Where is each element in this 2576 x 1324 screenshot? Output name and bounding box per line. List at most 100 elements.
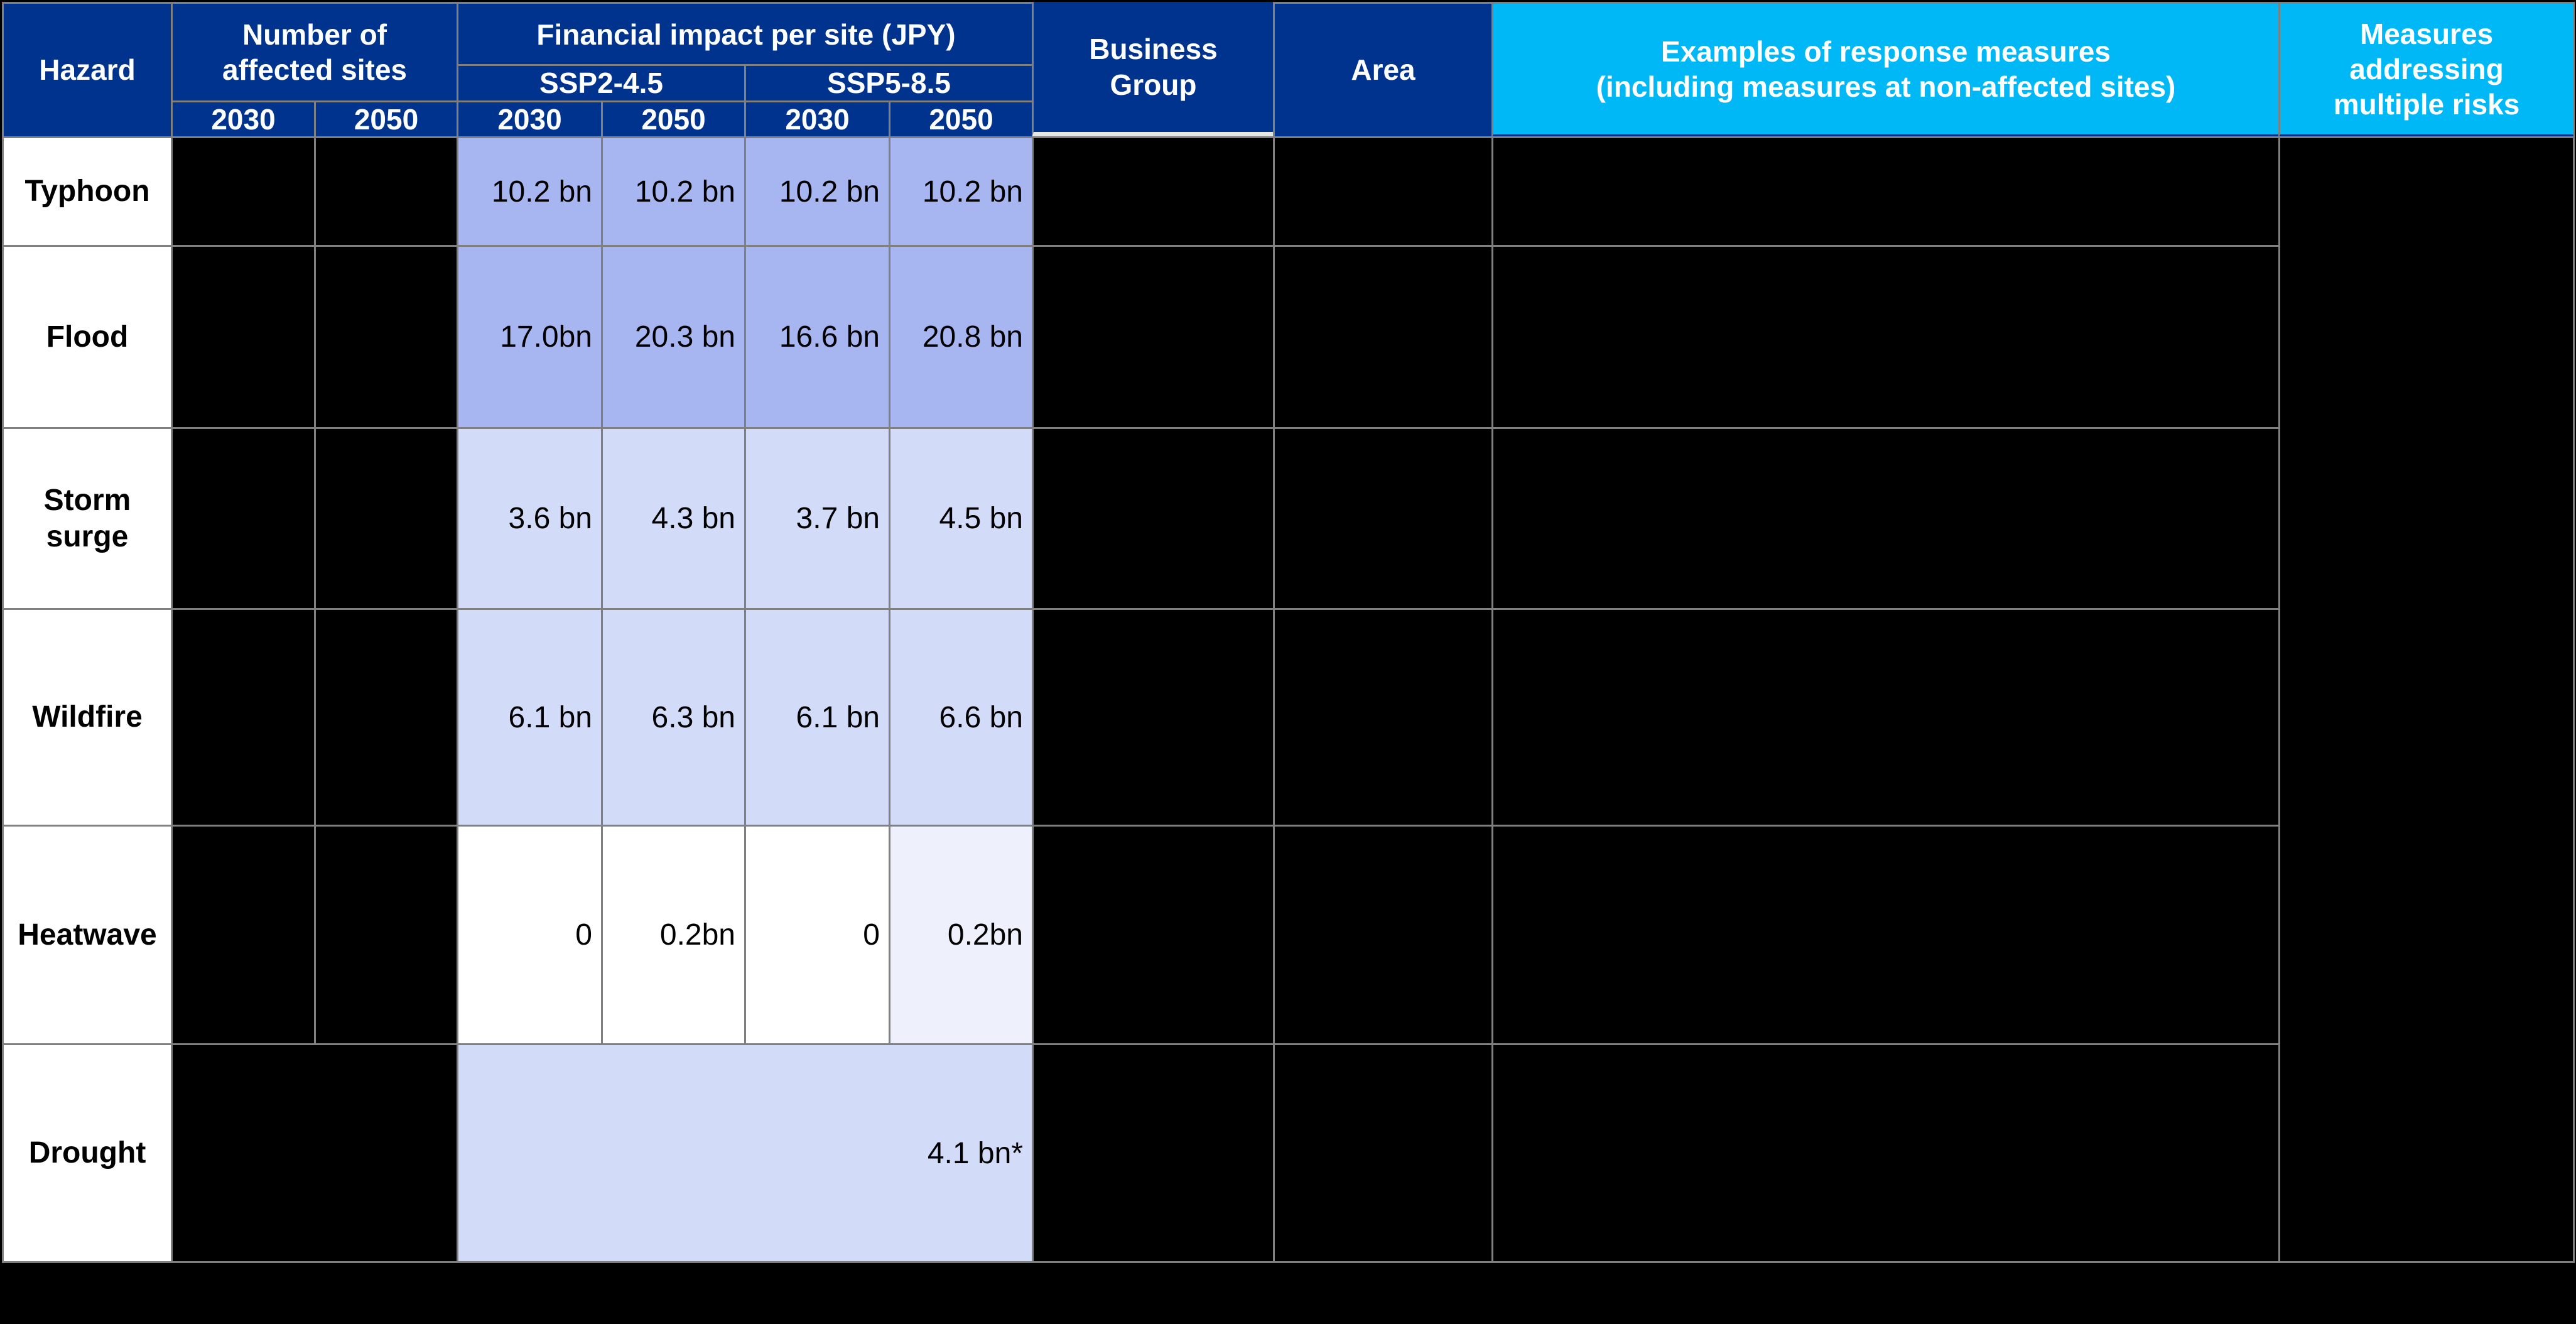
impact-value: 0	[575, 918, 592, 952]
impact-value: 16.6 bn	[779, 320, 880, 354]
impact-cell: 0.2bn	[889, 825, 1034, 1045]
header-area-label: Area	[1351, 53, 1415, 87]
impact-value: 4.1 bn*	[927, 1136, 1023, 1170]
impact-cell: 20.3 bn	[601, 245, 746, 429]
header-business-group-label: Business Group	[1089, 33, 1218, 101]
scenario-label: SSP2-4.5	[539, 67, 663, 100]
sites-2050-cell	[314, 245, 458, 429]
impact-cell: 17.0bn	[457, 245, 603, 429]
sites-2030-cell	[171, 245, 316, 429]
business-group-cell	[1032, 1043, 1275, 1263]
hazard-cell-heatwave: Heatwave	[2, 825, 173, 1045]
hazard-cell-drought: Drought	[2, 1043, 173, 1263]
header-financial-impact: Financial impact per site (JPY)	[457, 2, 1034, 66]
header-hazard-label: Hazard	[39, 53, 136, 87]
impact-value: 6.1 bn	[796, 700, 880, 734]
area-cell	[1273, 825, 1493, 1045]
sites-2050-cell	[314, 136, 458, 247]
header-response-examples-line1: Examples of response measures	[1661, 35, 2111, 68]
hazard-cell-storm-surge: Storm surge	[2, 427, 173, 610]
hazard-label: Typhoon	[24, 175, 150, 209]
hazard-cell-wildfire: Wildfire	[2, 608, 173, 827]
impact-cell: 0	[457, 825, 603, 1045]
impact-cell: 0.2bn	[601, 825, 746, 1045]
response-examples-cell	[1491, 825, 2280, 1045]
impact-cell: 6.1 bn	[744, 608, 890, 827]
area-cell	[1273, 136, 1493, 247]
sites-2030-cell	[171, 136, 316, 247]
header-year-ssp585-2030: 2030	[744, 100, 890, 138]
sites-2030-cell	[171, 427, 316, 610]
impact-value: 20.3 bn	[634, 320, 735, 354]
impact-cell: 4.5 bn	[889, 427, 1034, 610]
impact-cell: 4.3 bn	[601, 427, 746, 610]
impact-value: 0.2bn	[947, 918, 1023, 952]
multiple-risks-cell	[2278, 136, 2575, 1263]
area-cell	[1273, 608, 1493, 827]
sites-2030-cell	[171, 608, 316, 827]
header-response-examples-line2: (including measures at non-affected site…	[1596, 70, 2176, 103]
header-scenario-ssp245: SSP2-4.5	[457, 64, 746, 102]
response-examples-cell	[1491, 245, 2280, 429]
sites-merged-cell	[171, 1043, 458, 1263]
impact-cell: 10.2 bn	[744, 136, 890, 247]
impact-value: 17.0bn	[500, 320, 592, 354]
hazard-label: Heatwave	[18, 918, 157, 952]
header-hazard: Hazard	[2, 2, 173, 138]
impact-value: 3.6 bn	[508, 502, 592, 535]
year-label: 2050	[354, 102, 419, 136]
area-cell	[1273, 1043, 1493, 1263]
impact-value: 10.2 bn	[634, 175, 735, 209]
header-year-ssp585-2050: 2050	[889, 100, 1034, 138]
header-affected-sites: Number of affected sites	[171, 2, 458, 102]
impact-value: 10.2 bn	[491, 175, 592, 209]
header-year-sites-2050: 2050	[314, 100, 458, 138]
year-label: 2030	[785, 102, 850, 136]
header-year-ssp245-2030: 2030	[457, 100, 603, 138]
business-group-cell	[1032, 825, 1275, 1045]
impact-cell: 6.1 bn	[457, 608, 603, 827]
area-cell	[1273, 245, 1493, 429]
impact-value: 3.7 bn	[796, 502, 880, 535]
impact-value: 4.5 bn	[939, 502, 1023, 535]
hazard-label: Drought	[28, 1136, 146, 1170]
impact-cell: 20.8 bn	[889, 245, 1034, 429]
impact-merged-cell: 4.1 bn*	[457, 1043, 1034, 1263]
impact-value: 10.2 bn	[779, 175, 880, 209]
header-affected-sites-label: Number of affected sites	[222, 18, 407, 86]
sites-2050-cell	[314, 427, 458, 610]
header-response-examples: Examples of response measures (including…	[1491, 2, 2280, 138]
business-group-cell	[1032, 608, 1275, 827]
impact-value: 20.8 bn	[922, 320, 1023, 354]
year-label: 2030	[211, 102, 276, 136]
business-group-cell	[1032, 136, 1275, 247]
sites-2030-cell	[171, 825, 316, 1045]
impact-value: 6.3 bn	[651, 700, 735, 734]
sites-2050-cell	[314, 608, 458, 827]
header-multiple-risks: Measures addressing multiple risks	[2278, 2, 2575, 138]
response-examples-cell	[1491, 1043, 2280, 1263]
impact-cell: 6.6 bn	[889, 608, 1034, 827]
business-group-cell	[1032, 427, 1275, 610]
impact-cell: 10.2 bn	[889, 136, 1034, 247]
impact-cell: 16.6 bn	[744, 245, 890, 429]
impact-value: 0	[863, 918, 880, 952]
sites-2050-cell	[314, 825, 458, 1045]
header-area: Area	[1273, 2, 1493, 138]
year-label: 2030	[497, 102, 562, 136]
impact-value: 0.2bn	[659, 918, 735, 952]
hazard-cell-typhoon: Typhoon	[2, 136, 173, 247]
year-label: 2050	[929, 102, 993, 136]
impact-value: 6.6 bn	[939, 700, 1023, 734]
response-examples-cell	[1491, 427, 2280, 610]
hazard-label: Storm surge	[43, 483, 131, 553]
area-cell	[1273, 427, 1493, 610]
impact-cell: 3.6 bn	[457, 427, 603, 610]
header-financial-impact-label: Financial impact per site (JPY)	[536, 18, 956, 52]
hazard-cell-flood: Flood	[2, 245, 173, 429]
impact-value: 10.2 bn	[922, 175, 1023, 209]
header-multiple-risks-label: Measures addressing multiple risks	[2333, 17, 2520, 121]
business-group-cell	[1032, 245, 1275, 429]
impact-cell: 10.2 bn	[601, 136, 746, 247]
impact-cell: 6.3 bn	[601, 608, 746, 827]
